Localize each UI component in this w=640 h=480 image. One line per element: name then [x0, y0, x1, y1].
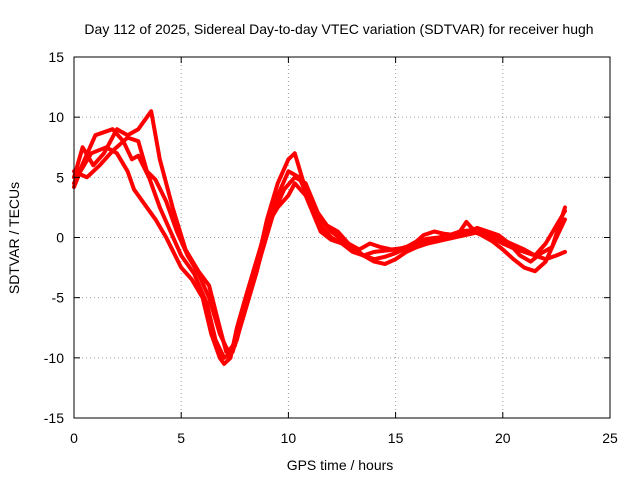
y-tick-label: 15: [48, 49, 64, 65]
series-line-day-2: [72, 127, 567, 360]
chart-title: Day 112 of 2025, Sidereal Day-to-day VTE…: [84, 21, 593, 37]
x-tick-label: 5: [177, 430, 185, 446]
y-tick-label: 5: [56, 169, 64, 185]
y-axis-label: SDTVAR / TECUs: [6, 182, 22, 294]
y-tick-label: -15: [44, 410, 64, 426]
y-tick-label: 10: [48, 109, 64, 125]
series-line-day-3: [72, 109, 567, 354]
series-line-day-1: [72, 145, 567, 366]
y-tick-label: -10: [44, 350, 64, 366]
y-tick-label: -5: [52, 290, 65, 306]
x-tick-label: 0: [70, 430, 78, 446]
series-layer: [72, 109, 567, 366]
x-axis-label: GPS time / hours: [287, 457, 394, 473]
x-tick-labels: 0 5 10 15 20 25: [70, 430, 618, 446]
x-tick-label: 25: [602, 430, 618, 446]
x-tick-label: 20: [495, 430, 511, 446]
axis-ticks: [73, 56, 611, 419]
x-tick-label: 10: [281, 430, 297, 446]
y-tick-label: 0: [56, 230, 64, 246]
series-line-day-4: [72, 135, 567, 354]
x-tick-label: 15: [388, 430, 404, 446]
y-tick-labels: -15 -10 -5 0 5 10 15: [44, 49, 64, 426]
